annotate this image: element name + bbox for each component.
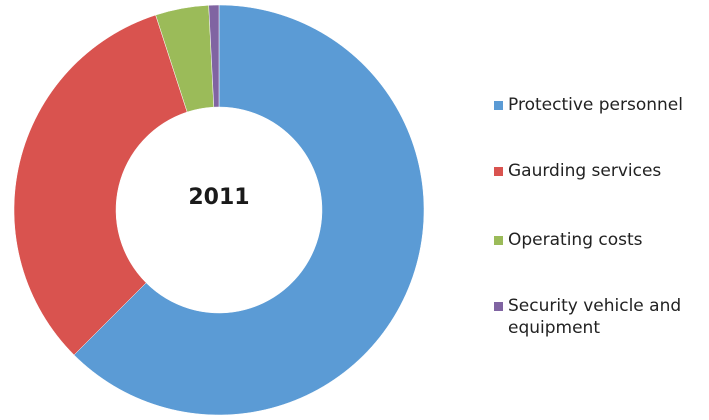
legend-label-gaurding-services: Gaurding services bbox=[508, 161, 662, 181]
legend-swatch-protective-personnel bbox=[494, 101, 503, 110]
legend-item-protective-personnel: Protective personnel bbox=[494, 94, 683, 116]
slice-protective-personnel bbox=[73, 4, 425, 416]
center-label: 2011 bbox=[188, 185, 249, 210]
legend-swatch-operating-costs bbox=[494, 236, 503, 245]
legend-swatch-security-vehicle-and-equipment bbox=[494, 302, 503, 311]
slice-gaurding-services bbox=[13, 14, 188, 356]
legend-label-security-vehicle-and-equipment: Security vehicle and equipment bbox=[508, 296, 682, 338]
donut-slices bbox=[13, 4, 425, 416]
legend-label-protective-personnel: Protective personnel bbox=[508, 95, 683, 115]
legend-item-operating-costs: Operating costs bbox=[494, 229, 643, 251]
legend-item-security-vehicle-and-equipment: Security vehicle and equipment bbox=[494, 295, 708, 339]
legend-label-operating-costs: Operating costs bbox=[508, 230, 643, 250]
legend-item-gaurding-services: Gaurding services bbox=[494, 160, 661, 182]
legend-swatch-gaurding-services bbox=[494, 167, 503, 176]
slice-security-vehicle-and-equipment bbox=[208, 4, 220, 108]
